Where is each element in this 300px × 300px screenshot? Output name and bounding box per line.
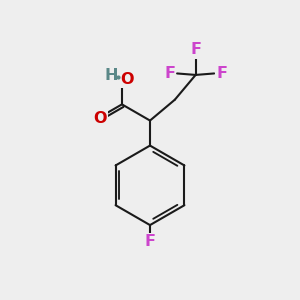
Text: F: F bbox=[164, 66, 175, 81]
Text: H: H bbox=[104, 68, 118, 83]
Text: F: F bbox=[190, 42, 201, 57]
Text: F: F bbox=[216, 66, 227, 81]
Text: O: O bbox=[94, 111, 107, 126]
Text: F: F bbox=[145, 234, 155, 249]
Text: O: O bbox=[121, 72, 134, 87]
